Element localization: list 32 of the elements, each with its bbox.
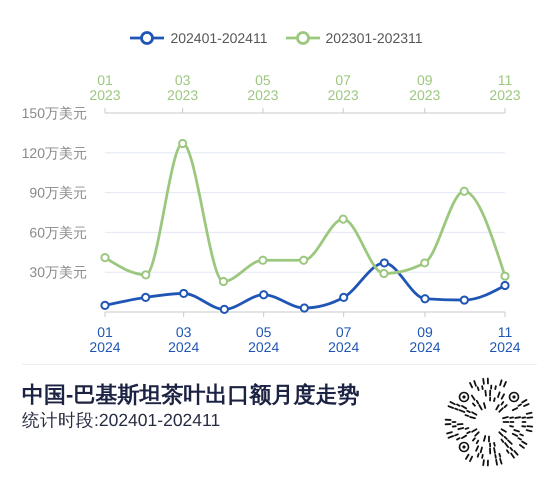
x2-tick-label: 03 2023 [167, 72, 198, 103]
point [300, 303, 309, 313]
point [460, 295, 469, 305]
x2-tick-label: 01 2023 [89, 72, 121, 103]
x-tick-label: 01 2024 [89, 324, 121, 355]
x2-tick-label: 05 2023 [247, 72, 279, 103]
point [420, 294, 430, 304]
point [220, 304, 229, 314]
point [339, 292, 348, 302]
point [500, 280, 510, 290]
x-tick-label: 11 2024 [489, 324, 521, 355]
y-tick-label: 90万美元 [29, 184, 87, 201]
point [100, 300, 110, 310]
y-tick-label: 30万美元 [29, 264, 87, 280]
x-tick-label: 07 2024 [328, 324, 360, 355]
x-tick-label: 03 2024 [168, 324, 200, 355]
x-tick-label: 09 2024 [409, 324, 441, 355]
x2-tick-label: 09 2023 [409, 72, 441, 103]
x2-tick-label: 11 2023 [489, 72, 521, 103]
y-tick-label: 120万美元 [22, 144, 87, 161]
x2-tick-label: 07 2023 [328, 72, 359, 103]
legend-label: 202401-202411 [170, 30, 268, 46]
legend-label: 202301-202311 [326, 30, 423, 46]
point [179, 288, 188, 298]
point [141, 292, 150, 302]
y-tick-label: 60万美元 [29, 224, 87, 240]
text: 中国-巴基斯坦茶叶出口额月度走势 [22, 381, 360, 409]
x-tick-label: 05 2024 [248, 324, 280, 355]
point [380, 258, 389, 268]
y-tick-label: 150万美元 [22, 104, 87, 121]
text: 统计时段:202401-202411 [22, 409, 220, 432]
point [259, 290, 268, 300]
